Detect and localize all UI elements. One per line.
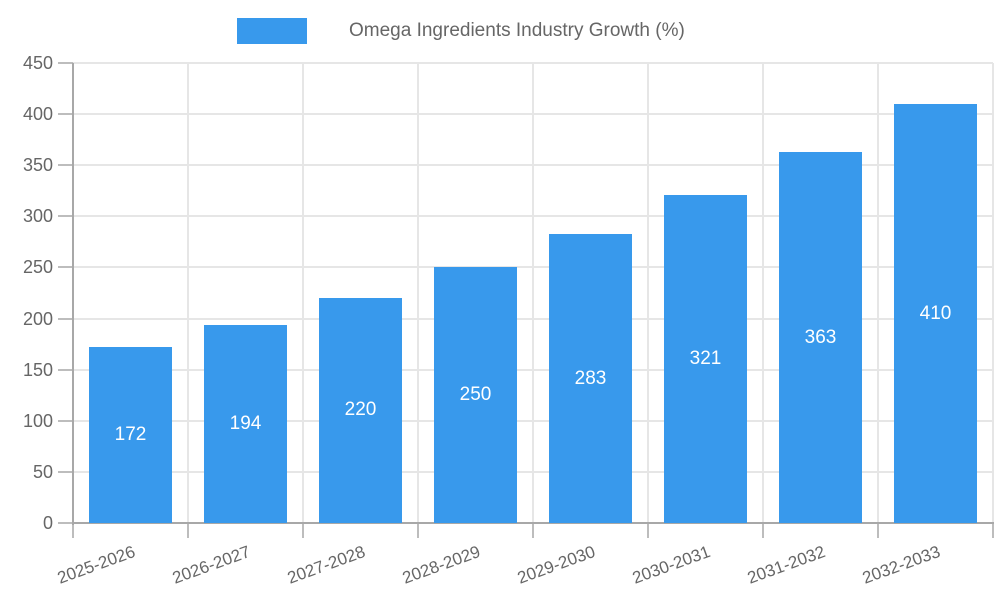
x-tick-label: 2026-2027 [169, 542, 253, 588]
bar-value-label: 410 [919, 303, 952, 324]
x-axis-tick [647, 523, 649, 538]
x-tick-label: 2028-2029 [399, 542, 483, 588]
y-tick-label: 250 [22, 257, 53, 277]
y-axis-tick [58, 164, 73, 166]
x-gridline [187, 63, 189, 523]
x-axis-tick [762, 523, 764, 538]
y-axis-tick [58, 420, 73, 422]
x-tick-label: 2032-2033 [859, 542, 943, 588]
x-tick-label: 2029-2030 [514, 542, 598, 588]
x-tick-label: 2031-2032 [744, 542, 828, 588]
y-axis-line [72, 63, 74, 525]
x-gridline [302, 63, 304, 523]
bar-value-label: 172 [114, 424, 147, 445]
bar[interactable]: 194 [204, 325, 287, 523]
legend-label: Omega Ingredients Industry Growth (%) [349, 20, 685, 41]
y-tick-label: 300 [22, 206, 53, 226]
x-gridline [532, 63, 534, 523]
y-axis-tick [58, 318, 73, 320]
legend-swatch-icon [237, 18, 307, 44]
x-gridline [877, 63, 879, 523]
y-axis-tick [58, 113, 73, 115]
x-gridline [647, 63, 649, 523]
x-axis-tick [417, 523, 419, 538]
bar-value-label: 283 [574, 368, 607, 389]
x-gridline [762, 63, 764, 523]
x-axis-tick [877, 523, 879, 538]
bar-value-label: 250 [459, 384, 492, 405]
y-tick-label: 350 [22, 155, 53, 175]
x-gridline [992, 63, 994, 523]
bar[interactable]: 250 [434, 267, 517, 523]
x-axis-tick [72, 523, 74, 538]
y-tick-label: 200 [22, 309, 53, 329]
bar[interactable]: 172 [89, 347, 172, 523]
x-axis-tick [302, 523, 304, 538]
y-axis-tick [58, 266, 73, 268]
bar[interactable]: 283 [549, 234, 632, 523]
bar[interactable]: 220 [319, 298, 402, 523]
bar-value-label: 194 [229, 413, 262, 434]
bar-value-label: 321 [689, 348, 722, 369]
bar[interactable]: 363 [779, 152, 862, 523]
y-axis-tick [58, 62, 73, 64]
y-axis-tick [58, 522, 73, 524]
x-tick-label: 2025-2026 [54, 542, 138, 588]
y-tick-label: 450 [22, 53, 53, 73]
y-tick-label: 0 [42, 513, 53, 533]
bar-value-label: 363 [804, 327, 837, 348]
bar-value-label: 220 [344, 399, 377, 420]
x-gridline [417, 63, 419, 523]
x-tick-label: 2027-2028 [284, 542, 368, 588]
bar[interactable]: 321 [664, 195, 747, 523]
x-axis-tick [187, 523, 189, 538]
x-axis-tick [532, 523, 534, 538]
y-tick-label: 100 [22, 411, 53, 431]
y-tick-label: 400 [22, 104, 53, 124]
y-axis-tick [58, 215, 73, 217]
bar[interactable]: 410 [894, 104, 977, 523]
y-axis-tick [58, 369, 73, 371]
x-tick-label: 2030-2031 [629, 542, 713, 588]
x-axis-line [72, 522, 994, 524]
y-tick-label: 50 [32, 462, 53, 482]
x-axis-tick [992, 523, 994, 538]
y-tick-label: 150 [22, 360, 53, 380]
y-axis-tick [58, 471, 73, 473]
legend[interactable]: Omega Ingredients Industry Growth (%) [237, 18, 685, 44]
